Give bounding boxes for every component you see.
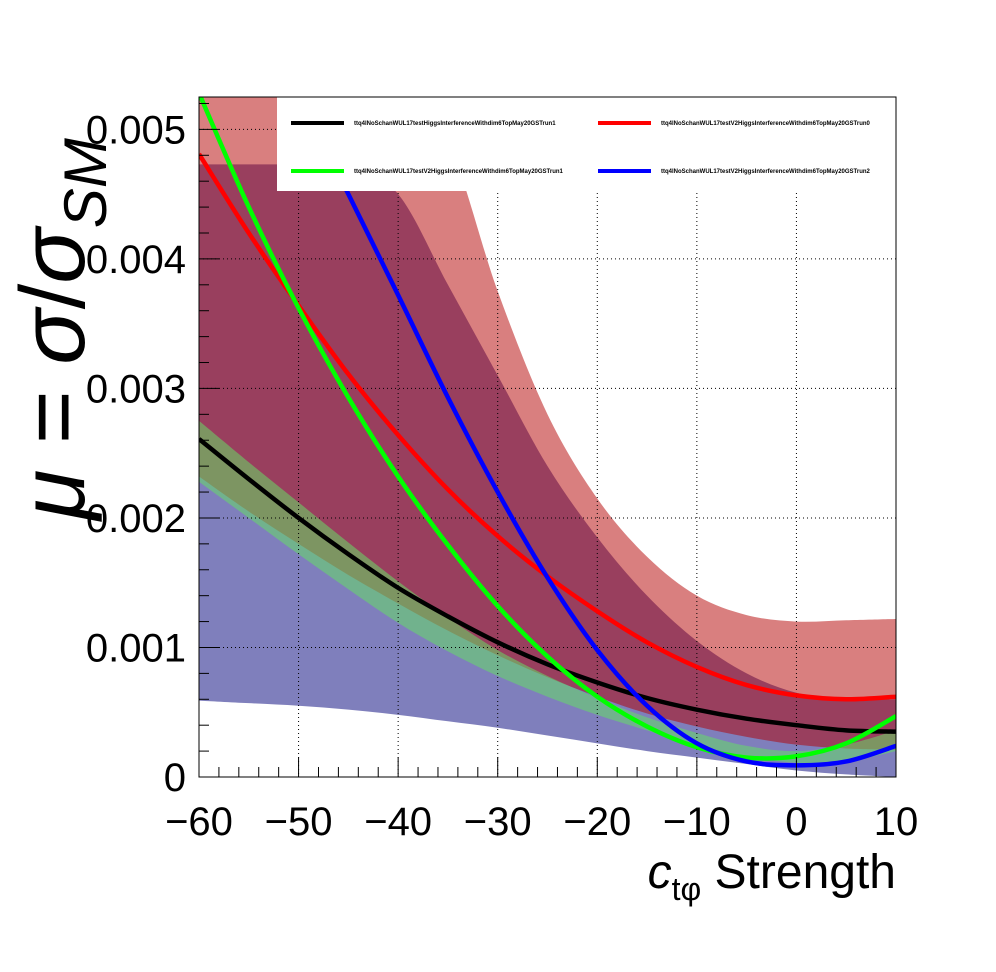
legend-label-4: ttq4lNoSchanWUL17testV2HiggsInterference… xyxy=(661,169,871,175)
series-line-4 xyxy=(296,97,896,768)
y-tick-label: 0.002 xyxy=(86,497,186,541)
y-title-eq: = xyxy=(2,365,104,470)
y-title-sigma: σ xyxy=(2,306,104,365)
x-tick-label: −10 xyxy=(663,800,731,844)
y-tick-label: 0.001 xyxy=(86,626,186,670)
y-tick-label: 0.004 xyxy=(86,238,186,282)
band-series-3 xyxy=(199,420,896,764)
x-title-rest: Strength xyxy=(701,846,896,899)
x-title-main: c xyxy=(648,846,672,899)
x-title-sub: tφ xyxy=(672,871,702,907)
y-title-slash: / xyxy=(2,283,104,309)
y-title-mu: μ xyxy=(2,470,104,522)
y-title-sigma2: σ xyxy=(2,225,104,284)
x-tick-label: 0 xyxy=(785,800,807,844)
x-axis-title: ctφ Strength xyxy=(648,846,896,907)
legend-label-2: ttq4lNoSchanWUL17testV2HiggsInterference… xyxy=(661,121,871,127)
legend-label-3: ttq4lNoSchanWUL17testV2HiggsInterference… xyxy=(354,169,564,175)
plot-frame xyxy=(198,96,897,778)
axes: −60 −50 −40 −30 −20 −10 0 10 0 0.001 0.002 0.003 0.0… xyxy=(86,102,919,844)
x-tick-label: −50 xyxy=(265,800,333,844)
series-line-1 xyxy=(199,437,896,734)
x-tick-label: −40 xyxy=(364,800,432,844)
x-tick-label: −30 xyxy=(464,800,532,844)
uncertainty-bands xyxy=(199,97,896,777)
x-tick-label: 10 xyxy=(874,800,919,844)
legend: ttq4lNoSchanWUL17testHiggsInterferenceWi… xyxy=(277,97,896,191)
series-line-3 xyxy=(199,97,896,761)
y-tick-label: 0.005 xyxy=(86,108,186,152)
legend-label-1: ttq4lNoSchanWUL17testHiggsInterferenceWi… xyxy=(354,121,556,127)
y-title-sub: SM xyxy=(52,138,119,228)
x-tick-label: −20 xyxy=(563,800,631,844)
y-axis-title: μ = σ/σSM xyxy=(2,138,119,522)
x-tick-label: −60 xyxy=(165,800,233,844)
y-tick-label: 0.003 xyxy=(86,367,186,411)
series-lines xyxy=(199,97,896,768)
y-tick-label: 0 xyxy=(164,756,186,800)
legend-box xyxy=(277,97,896,191)
